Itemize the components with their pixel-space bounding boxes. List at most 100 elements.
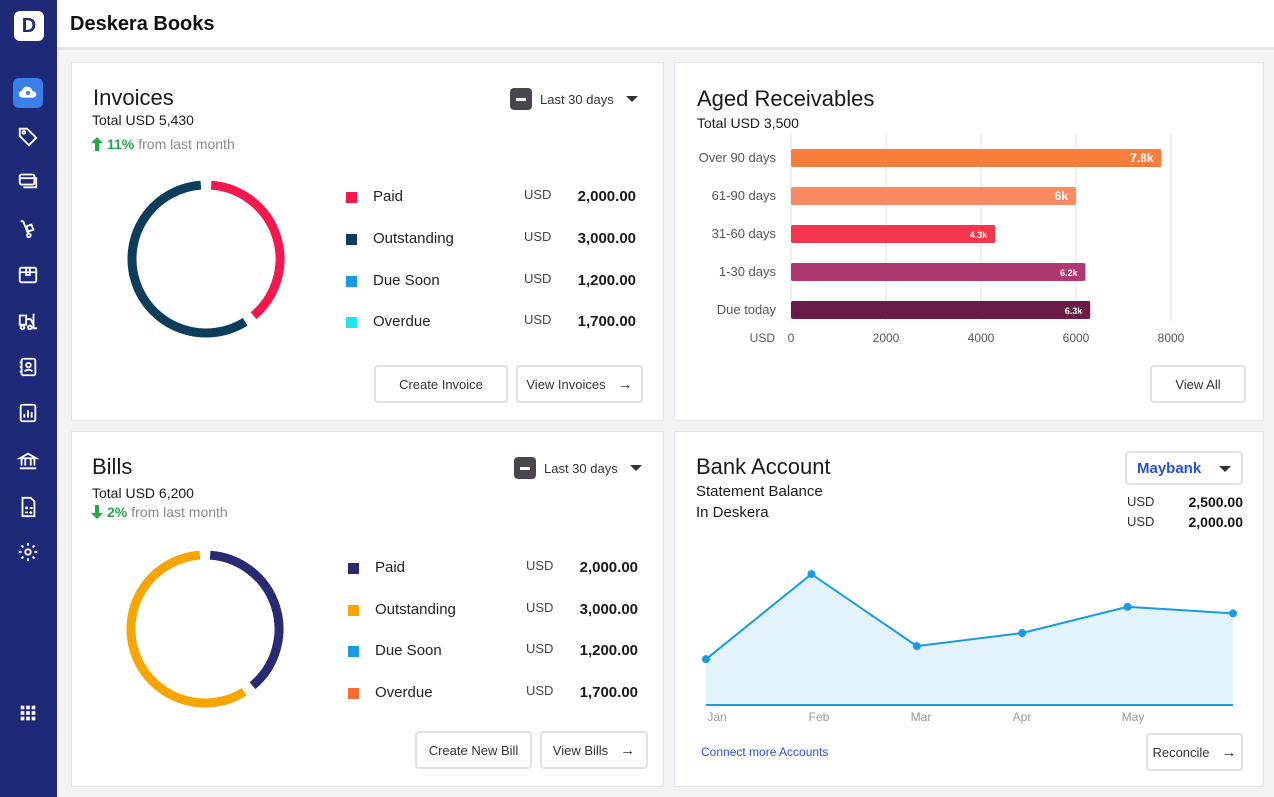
bills-title: Bills <box>92 454 133 479</box>
legend-amount: 2,000.00 <box>579 559 638 576</box>
x-tick-label: 6000 <box>1063 331 1090 345</box>
view-invoices-button[interactable]: View Invoices → <box>516 365 643 403</box>
legend-swatch <box>346 234 357 245</box>
x-tick-label: Mar <box>911 710 932 724</box>
legend-swatch <box>348 646 359 657</box>
reconcile-button[interactable]: Reconcile → <box>1146 733 1243 771</box>
legend-label: Outstanding <box>373 230 454 247</box>
invoices-total: Total USD 5,430 <box>92 112 194 128</box>
bar-61-90-days[interactable] <box>791 187 1076 205</box>
view-invoices-label: View Invoices <box>526 376 606 392</box>
donut-slice-outstanding <box>126 550 247 708</box>
invoices-range-dropdown[interactable]: Last 30 days <box>510 88 638 110</box>
legend-item-paid: Paid USD 2,000.00 <box>348 558 638 578</box>
legend-amount: 3,000.00 <box>579 601 638 618</box>
legend-swatch <box>348 688 359 699</box>
apps-grid-icon[interactable] <box>13 698 43 728</box>
report-icon[interactable] <box>13 398 43 428</box>
data-point[interactable] <box>912 642 921 651</box>
chevron-down-icon <box>1219 466 1231 472</box>
reconcile-label: Reconcile <box>1152 744 1210 760</box>
bills-card: Bills Total USD 6,200 2% from last month… <box>71 431 664 787</box>
legend-label: Paid <box>375 559 406 576</box>
legend-currency: USD <box>526 558 554 573</box>
data-point[interactable] <box>1123 602 1132 611</box>
bank-title: Bank Account <box>696 454 831 479</box>
legend-label: Overdue <box>373 313 431 330</box>
arrow-down-icon <box>91 505 103 519</box>
bills-range-dropdown[interactable]: Last 30 days <box>514 457 642 479</box>
connect-accounts-link[interactable]: Connect more Accounts <box>701 745 829 759</box>
invoices-card: Invoices Total USD 5,430 11% from last m… <box>71 62 664 421</box>
x-tick-label: Feb <box>809 710 830 724</box>
view-bills-label: View Bills <box>552 742 609 758</box>
bank-in-deskera-label: In Deskera <box>696 504 769 521</box>
legend-label: Outstanding <box>375 601 456 618</box>
invoice-calc-icon[interactable] <box>13 492 43 522</box>
donut-slice-outstanding <box>127 180 248 338</box>
data-point[interactable] <box>702 655 710 664</box>
bills-trend-pct: 2% <box>107 504 128 520</box>
balance-currency: USD <box>1127 514 1155 529</box>
bar-data-label: 6k <box>1055 189 1069 203</box>
dashboard-icon[interactable] <box>13 78 43 108</box>
legend-swatch <box>348 605 359 616</box>
calendar-icon <box>510 88 532 110</box>
legend-item-outstanding: Outstanding USD 3,000.00 <box>346 229 636 249</box>
bar-31-60-days[interactable] <box>791 225 996 243</box>
invoices-range-label: Last 30 days <box>540 91 614 107</box>
legend-amount: 3,000.00 <box>577 230 636 247</box>
bar-due-today[interactable] <box>791 301 1091 319</box>
invoices-trend: 11% from last month <box>91 136 235 152</box>
data-point[interactable] <box>807 570 816 579</box>
legend-item-due-soon: Due Soon USD 1,200.00 <box>348 641 638 661</box>
data-point[interactable] <box>1229 609 1237 618</box>
bar-data-label: 7.8k <box>1130 151 1154 165</box>
contacts-icon[interactable] <box>13 352 43 382</box>
bar-1-30-days[interactable] <box>791 263 1086 281</box>
legend-item-paid: Paid USD 2,000.00 <box>346 187 636 207</box>
hand-truck-icon[interactable] <box>13 214 43 244</box>
legend-amount: 1,700.00 <box>579 684 638 701</box>
box-icon[interactable] <box>13 260 43 290</box>
legend-currency: USD <box>526 683 554 698</box>
create-invoice-button[interactable]: Create Invoice <box>374 365 508 403</box>
x-tick-label: 0 <box>788 331 795 345</box>
bar-over-90-days[interactable] <box>791 149 1162 167</box>
legend-swatch <box>348 563 359 574</box>
legend-label: Overdue <box>375 684 433 701</box>
arrow-right-icon: → <box>617 375 633 393</box>
x-tick-label: 8000 <box>1158 331 1185 345</box>
deskera-balance-row: USD 2,000.00 <box>1127 514 1243 532</box>
legend-amount: 1,700.00 <box>577 313 636 330</box>
tag-icon[interactable] <box>13 121 43 151</box>
card-icon[interactable] <box>13 165 43 195</box>
aged-bar-chart: 0 2000 4000 6000 8000 USD Over 90 days 7.8k 61-9… <box>699 133 1185 345</box>
legend-currency: USD <box>526 641 554 656</box>
legend-amount: 2,000.00 <box>577 188 636 205</box>
bills-donut-chart <box>126 550 284 708</box>
legend-swatch <box>346 192 357 203</box>
bank-select[interactable]: Maybank <box>1125 451 1243 485</box>
legend-item-due-soon: Due Soon USD 1,200.00 <box>346 271 636 291</box>
data-point[interactable] <box>1018 629 1027 637</box>
balance-amount: 2,500.00 <box>1188 494 1244 510</box>
bills-total: Total USD 6,200 <box>92 485 194 501</box>
view-bills-button[interactable]: View Bills → <box>540 731 648 769</box>
invoices-title: Invoices <box>93 85 174 110</box>
donut-slice-paid <box>209 550 284 690</box>
bank-icon[interactable] <box>13 446 43 476</box>
gear-icon[interactable] <box>13 537 43 567</box>
donut-slice-paid <box>210 180 285 320</box>
forklift-icon[interactable] <box>13 306 43 336</box>
app-logo[interactable]: D <box>14 11 44 41</box>
create-new-bill-button[interactable]: Create New Bill <box>415 731 532 769</box>
x-tick-label: 2000 <box>873 331 900 345</box>
bar-data-label: 6.3k <box>1065 306 1084 316</box>
create-invoice-label: Create Invoice <box>399 376 483 392</box>
y-category-label: Over 90 days <box>699 150 777 165</box>
legend-item-overdue: Overdue USD 1,700.00 <box>348 683 638 703</box>
view-all-button[interactable]: View All <box>1150 365 1246 403</box>
legend-amount: 1,200.00 <box>577 272 636 289</box>
y-category-label: 31-60 days <box>712 226 777 241</box>
